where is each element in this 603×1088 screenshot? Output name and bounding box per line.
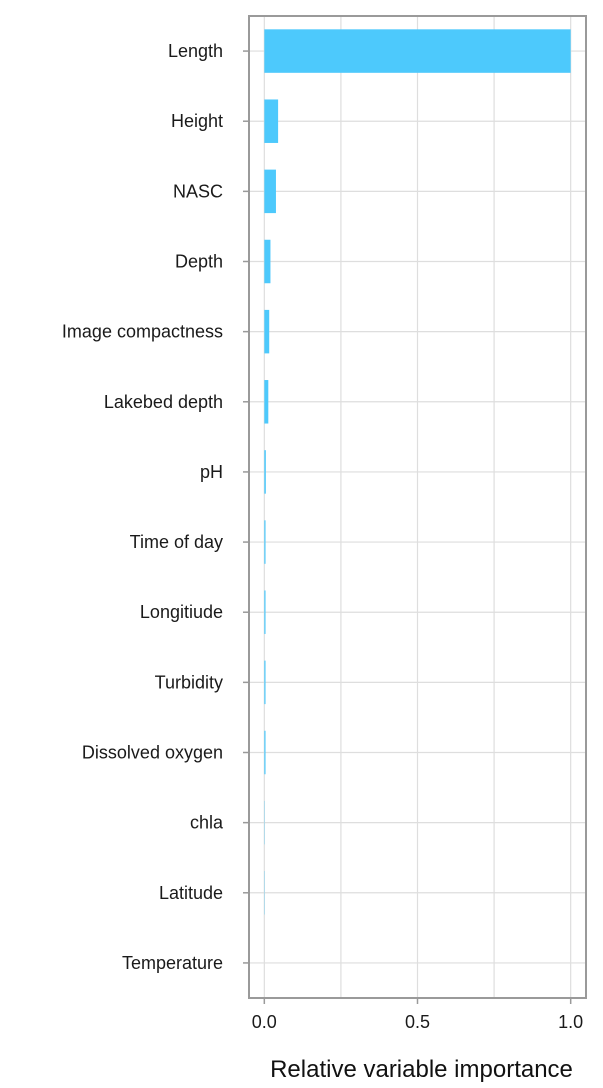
- bar: [264, 309, 270, 354]
- x-tick-label: 0.5: [405, 1012, 430, 1032]
- bar: [264, 450, 266, 494]
- category-label: Temperature: [122, 953, 223, 973]
- x-axis-title: Relative variable importance: [270, 1056, 573, 1083]
- x-tick-label: 1.0: [558, 1012, 583, 1032]
- category-label: Image compactness: [62, 322, 223, 342]
- x-tick-label: 0.0: [252, 1012, 277, 1032]
- category-label: pH: [200, 462, 223, 482]
- category-label: Latitude: [159, 883, 223, 903]
- category-label: Lakebed depth: [104, 392, 223, 412]
- bar: [264, 520, 266, 564]
- category-label: NASC: [173, 181, 223, 201]
- gridlines: [249, 16, 586, 998]
- x-axis-ticks: [263, 998, 572, 1004]
- bar: [264, 169, 276, 214]
- bar: [264, 730, 266, 775]
- x-tick-labels: 0.0 0.5 1.0: [252, 1012, 583, 1032]
- y-axis-ticks: [243, 50, 249, 964]
- category-labels: Length Height NASC Depth Image compactness La…: [62, 41, 224, 973]
- bars: [264, 29, 571, 915]
- bar: [264, 660, 266, 705]
- bar: [264, 99, 279, 143]
- category-label: Depth: [175, 252, 223, 272]
- bar: [264, 29, 571, 73]
- bar: [264, 239, 271, 284]
- bar: [264, 380, 269, 424]
- category-label: Height: [171, 111, 223, 131]
- category-label: Dissolved oxygen: [82, 743, 223, 763]
- category-label: Turbidity: [155, 672, 223, 692]
- category-label: Longitiude: [140, 602, 223, 622]
- category-label: Length: [168, 41, 223, 61]
- category-label: chla: [190, 813, 224, 833]
- category-label: Time of day: [130, 532, 223, 552]
- bar: [264, 590, 266, 634]
